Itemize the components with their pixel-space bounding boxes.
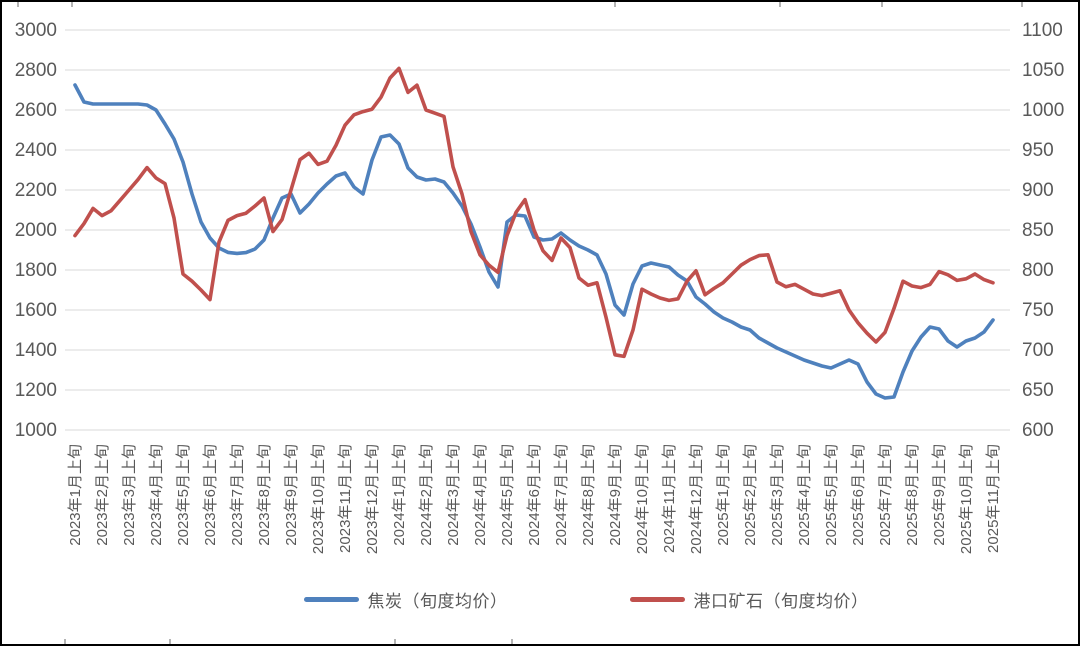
x-axis-tick: 2025年10月上旬 [958, 444, 975, 554]
x-axis-tick: 2023年5月上旬 [175, 444, 192, 546]
x-axis-tick: 2024年4月上旬 [472, 444, 489, 546]
x-axis-tick: 2024年1月上旬 [391, 444, 408, 546]
x-axis-tick: 2023年11月上旬 [337, 444, 354, 553]
y-axis-left-tick: 1400 [15, 340, 57, 361]
legend-swatch-ore-icon [629, 597, 685, 602]
legend-item-ore: 港口矿石（旬度均价） [629, 587, 869, 612]
x-axis-tick: 2025年6月上旬 [850, 444, 867, 546]
chart-legend: 焦炭（旬度均价） 港口矿石（旬度均价） [48, 587, 1078, 612]
x-axis-tick: 2025年3月上旬 [769, 444, 786, 546]
x-axis-tick: 2023年12月上旬 [364, 444, 381, 554]
x-axis-tick: 2025年4月上旬 [796, 444, 813, 546]
y-axis-right-tick: 800 [1022, 260, 1054, 281]
x-axis-tick: 2025年7月上旬 [877, 444, 894, 546]
legend-swatch-coke-icon [303, 597, 359, 602]
x-axis-tick: 2024年10月上旬 [634, 444, 651, 554]
x-axis-tick: 2024年6月上旬 [526, 444, 543, 546]
y-axis-right-tick: 1000 [1022, 100, 1064, 121]
legend-label-coke: 焦炭（旬度均价） [367, 592, 508, 611]
x-axis-tick: 2024年8月上旬 [580, 444, 597, 546]
x-axis-tick: 2023年7月上旬 [229, 444, 246, 546]
x-axis-tick: 2023年1月上旬 [67, 444, 84, 546]
y-axis-right-tick: 700 [1022, 340, 1054, 361]
edge-tick-artifacts [17, 2, 1023, 644]
y-axis-right-tick: 900 [1022, 180, 1054, 201]
y-axis-left-tick: 2400 [15, 140, 57, 161]
x-axis-tick: 2025年9月上旬 [931, 444, 948, 546]
y-axis-right-tick: 600 [1022, 420, 1054, 441]
y-axis-right-labels: 1100 1050 1000 950 900 850 800 750 700 650 600 [1022, 20, 1064, 441]
series-line-coke [73, 83, 995, 400]
x-axis-tick: 2023年4月上旬 [148, 444, 165, 546]
y-axis-left-tick: 1800 [15, 260, 57, 281]
y-axis-right-tick: 950 [1022, 140, 1054, 161]
x-axis-tick: 2025年5月上旬 [823, 444, 840, 546]
y-axis-left-tick: 1600 [15, 300, 57, 321]
y-axis-right-tick: 850 [1022, 220, 1054, 241]
y-axis-right-tick: 1100 [1022, 20, 1063, 41]
x-axis-tick: 2023年2月上旬 [94, 444, 111, 546]
y-axis-left-tick: 1000 [15, 420, 57, 441]
y-axis-right-tick: 750 [1022, 300, 1054, 321]
y-axis-left-tick: 3000 [15, 20, 57, 41]
x-axis-tick: 2025年11月上旬 [985, 444, 1002, 553]
x-axis-tick: 2023年10月上旬 [310, 444, 327, 554]
x-axis-tick: 2024年2月上旬 [418, 444, 435, 546]
x-axis-tick: 2023年3月上旬 [121, 444, 138, 546]
y-axis-left-tick: 1200 [15, 380, 57, 401]
x-axis-tick: 2024年12月上旬 [688, 444, 705, 554]
y-axis-left-labels: 3000 2800 2600 2400 2200 2000 1800 1600 1400 1200… [15, 20, 57, 441]
y-axis-left-tick: 2000 [15, 220, 57, 241]
x-axis-tick: 2024年7月上旬 [553, 444, 570, 546]
x-axis-tick: 2025年2月上旬 [742, 444, 759, 546]
legend-label-ore: 港口矿石（旬度均价） [693, 592, 869, 611]
x-axis-tick: 2025年1月上旬 [715, 444, 732, 546]
x-axis-tick: 2024年11月上旬 [661, 444, 678, 553]
x-axis-labels: 2023年1月上旬 2023年2月上旬 2023年3月上旬 2023年4月上旬 2023… [67, 444, 1002, 554]
x-axis-tick: 2023年8月上旬 [256, 444, 273, 546]
x-axis-tick: 2024年3月上旬 [445, 444, 462, 546]
y-axis-left-tick: 2800 [15, 60, 57, 81]
x-axis-tick: 2025年8月上旬 [904, 444, 921, 546]
legend-item-coke: 焦炭（旬度均价） [303, 587, 508, 612]
series-line-port-ore [73, 66, 995, 359]
x-axis-tick: 2023年6月上旬 [202, 444, 219, 546]
y-axis-left-tick: 2200 [15, 180, 57, 201]
y-axis-left-tick: 2600 [15, 100, 57, 121]
x-axis-tick: 2024年5月上旬 [499, 444, 516, 546]
y-axis-right-tick: 1050 [1022, 60, 1064, 81]
x-axis-tick: 2023年9月上旬 [283, 444, 300, 546]
x-axis-tick: 2024年9月上旬 [607, 444, 624, 546]
y-axis-right-tick: 650 [1022, 380, 1054, 401]
